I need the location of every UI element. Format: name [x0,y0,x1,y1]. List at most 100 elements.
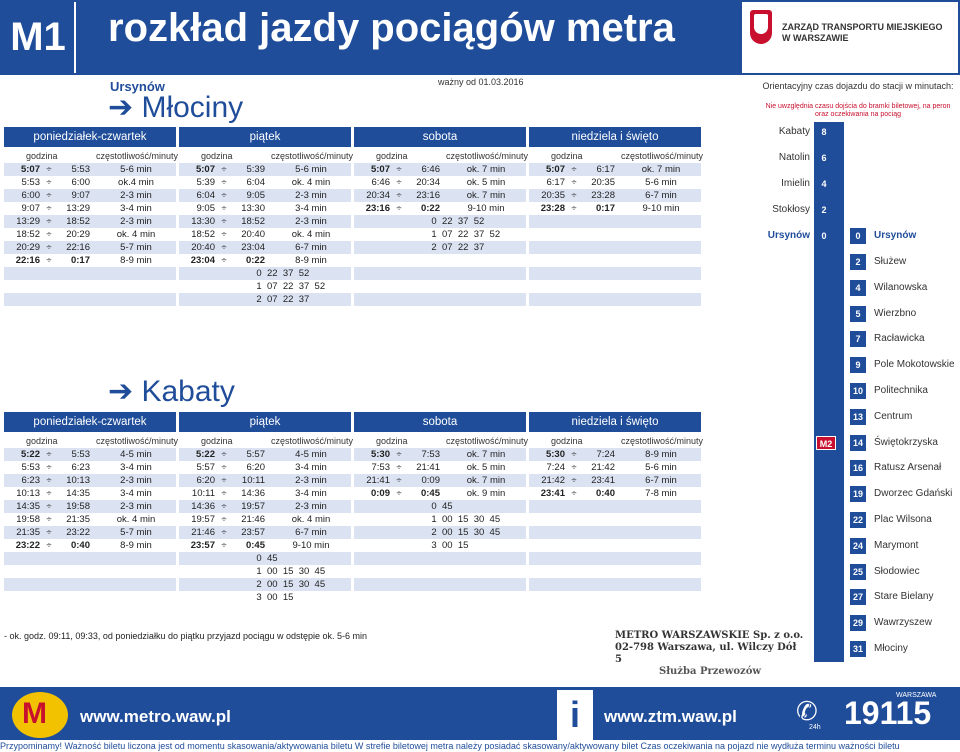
range-separator: ÷ [46,242,52,253]
legend-time-down: 22 [850,512,866,528]
end-time: 13:30 [241,203,265,214]
legend-station-up: Stokłosy [772,204,810,215]
frequency: 8-9 min [645,449,677,460]
empty-row [4,267,176,280]
frequency: 8-9 min [120,540,152,551]
night-row: 0 45 [354,500,526,513]
phone-icon: ✆ [796,696,818,726]
legend-station-up: Kabaty [778,126,810,137]
day-header: sobota [354,412,526,432]
end-time: 6:23 [71,462,91,473]
metro-url[interactable]: www.metro.waw.pl [80,707,231,726]
range-separator: ÷ [221,190,227,201]
empty-row [529,241,701,254]
start-time: 0:09 [370,488,390,499]
footnote: - ok. godz. 09:11, 09:33, od poniedziałk… [4,631,368,641]
range-separator: ÷ [46,177,52,188]
start-time: 5:30 [370,449,390,460]
night-hour: 3 [256,592,262,603]
range-separator: ÷ [571,475,577,486]
range-separator: ÷ [221,501,227,512]
frequency: ok. 7 min [466,475,506,486]
legend-station-down: Racławicka [874,333,925,345]
table-row: 5:07 ÷ 6:17 ok. 7 min [529,163,701,176]
end-time: 5:53 [71,449,91,460]
frequency: ok. 7 min [466,190,506,201]
subheader-hour: godzina [26,150,58,162]
start-time: 5:07 [545,164,565,175]
frequency: 5-6 min [295,164,327,175]
table-row: 20:34 ÷ 23:16 ok. 7 min [354,189,526,202]
start-time: 20:34 [366,190,390,201]
table-row: 23:22 ÷ 0:40 8-9 min [4,539,176,552]
frequency: ok. 4 min [116,229,156,240]
frequency: 4-5 min [120,449,152,460]
table-row: 5:07 ÷ 5:39 5-6 min [179,163,351,176]
subheader-frequency: częstotliwość/minuty [446,435,529,447]
frequency: ok. 4 min [291,229,331,240]
start-time: 7:53 [371,462,391,473]
legend-station-down: Młociny [874,643,908,654]
end-time: 6:04 [246,177,266,188]
subheader-hour: godzina [551,150,583,162]
day-header: niedziela i święto [529,412,701,432]
night-hour: 0 [256,553,262,564]
end-time: 14:36 [241,488,265,499]
end-time: 14:35 [66,488,90,499]
night-minutes: 22 37 52 [267,268,310,279]
table-row: 23:04 ÷ 0:22 8-9 min [179,254,351,267]
range-separator: ÷ [571,164,577,175]
night-hour: 1 [256,566,262,577]
range-separator: ÷ [46,540,52,551]
range-separator: ÷ [571,203,577,214]
hotline-number: 19115 [844,695,932,731]
footer-bar [0,687,960,742]
frequency: ok. 9 min [466,488,506,499]
start-time: 20:40 [191,242,215,253]
range-separator: ÷ [46,475,52,486]
range-separator: ÷ [221,527,227,538]
range-separator: ÷ [221,203,227,214]
empty-row [529,280,701,293]
start-time: 6:17 [546,177,566,188]
empty-row [529,552,701,565]
start-time: 5:53 [21,462,41,473]
empty-row [529,526,701,539]
end-time: 0:45 [420,488,440,499]
table-row: 5:07 ÷ 6:46 ok. 7 min [354,163,526,176]
night-minutes: 00 15 30 45 [442,527,501,538]
range-separator: ÷ [46,488,52,499]
ztm-url[interactable]: www.ztm.waw.pl [604,707,737,726]
empty-row [4,293,176,306]
range-separator: ÷ [46,203,52,214]
table-row: 22:16 ÷ 0:17 8-9 min [4,254,176,267]
start-time: 23:16 [365,203,390,214]
empty-row [529,500,701,513]
frequency: ok. 4 min [291,177,331,188]
legend-time-down: 9 [850,357,866,374]
end-time: 0:17 [595,203,615,214]
end-time: 23:04 [241,242,265,253]
empty-row [4,552,176,565]
end-time: 0:22 [245,255,265,266]
end-time: 23:57 [241,527,265,538]
subheader-hour: godzina [376,150,408,162]
legend-station-down: Wilanowska [874,281,928,293]
range-separator: ÷ [571,449,577,460]
frequency: 9-10 min [642,203,680,214]
frequency: 5-6 min [120,164,152,175]
range-separator: ÷ [396,177,402,188]
legend-time-down: 25 [850,563,866,580]
footer-notice: Przypominamy! Ważność biletu liczona jes… [0,740,960,752]
night-row: 1 07 22 37 52 [179,280,351,293]
legend-time-down: 24 [850,537,866,554]
range-separator: ÷ [46,462,52,473]
end-time: 18:52 [241,216,265,227]
start-time: 6:04 [196,190,216,201]
frequency: 5-6 min [645,177,677,188]
frequency: 2-3 min [120,475,152,486]
night-hour: 1 [431,229,437,240]
range-separator: ÷ [46,229,52,240]
subheader-frequency: częstotliwość/minuty [446,150,529,162]
range-separator: ÷ [396,190,402,201]
